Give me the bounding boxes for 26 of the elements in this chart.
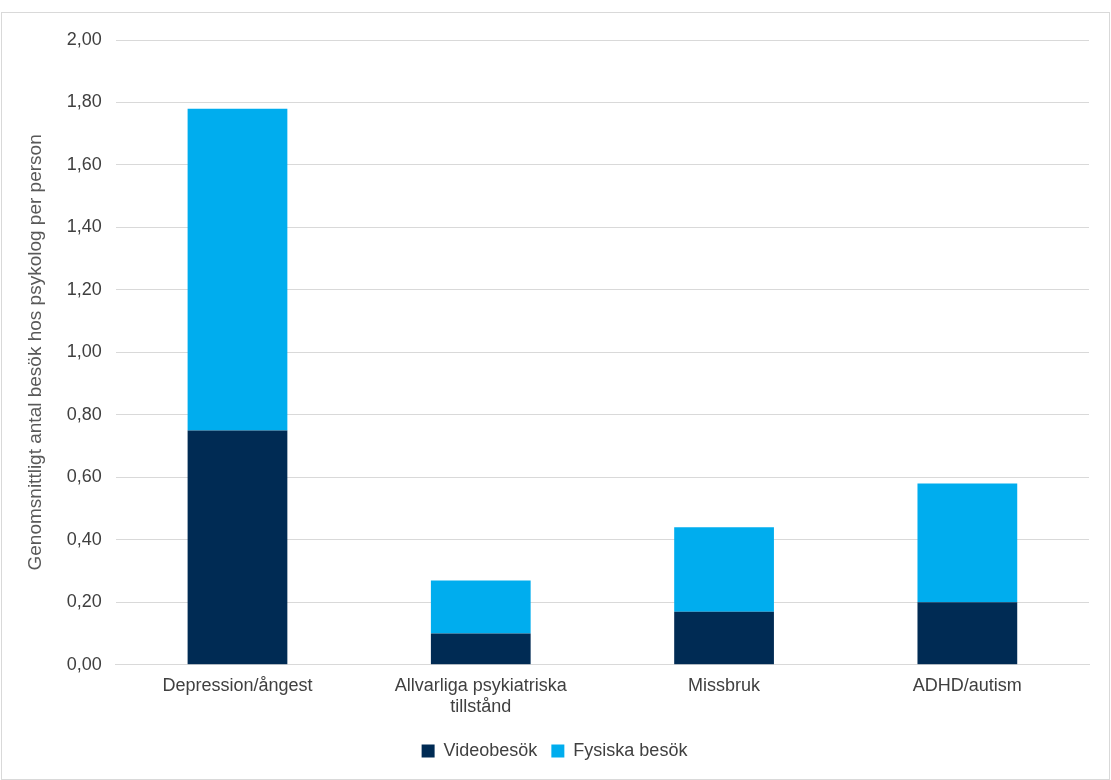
bar [187,108,288,431]
y-tick-label: 1,40 [66,216,102,237]
bar [430,580,531,634]
legend-label: Fysiska besök [573,739,689,760]
y-tick-label: 1,80 [66,91,102,112]
y-tick-label: 1,60 [66,153,102,174]
x-tick-label: ADHD/autism [912,674,1022,695]
x-tick-label: Missbruk [688,674,762,695]
y-tick-label: 0,60 [66,466,102,487]
y-tick-label: 0,20 [66,591,102,612]
bar [674,611,774,665]
legend-label: Videobesök [443,739,539,760]
bar [674,527,774,612]
y-tick-label: 0,80 [66,403,102,424]
x-tick-label: Allvarliga psykiatriska tillstånd [394,674,568,717]
y-axis-title: Genomsnittligt antal besök hos psykolog per person [23,134,45,571]
y-tick-label: 0,40 [66,528,102,549]
y-tick-label: 1,00 [66,341,102,362]
y-tick-label: 2,00 [66,28,102,49]
bar [917,483,1018,603]
y-tick-label: 0,00 [66,653,102,674]
x-tick-label: Depression/ångest [162,674,313,695]
bar [187,430,288,665]
bar [917,602,1018,665]
bar [430,633,531,665]
y-tick-label: 1,20 [66,278,102,299]
